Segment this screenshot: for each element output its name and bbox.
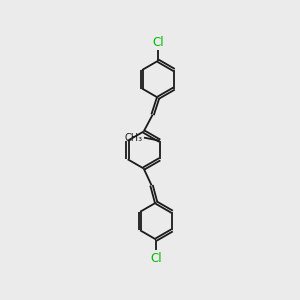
Text: Cl: Cl — [150, 252, 162, 265]
Text: Cl: Cl — [152, 36, 164, 49]
Text: CH₃: CH₃ — [124, 133, 142, 142]
